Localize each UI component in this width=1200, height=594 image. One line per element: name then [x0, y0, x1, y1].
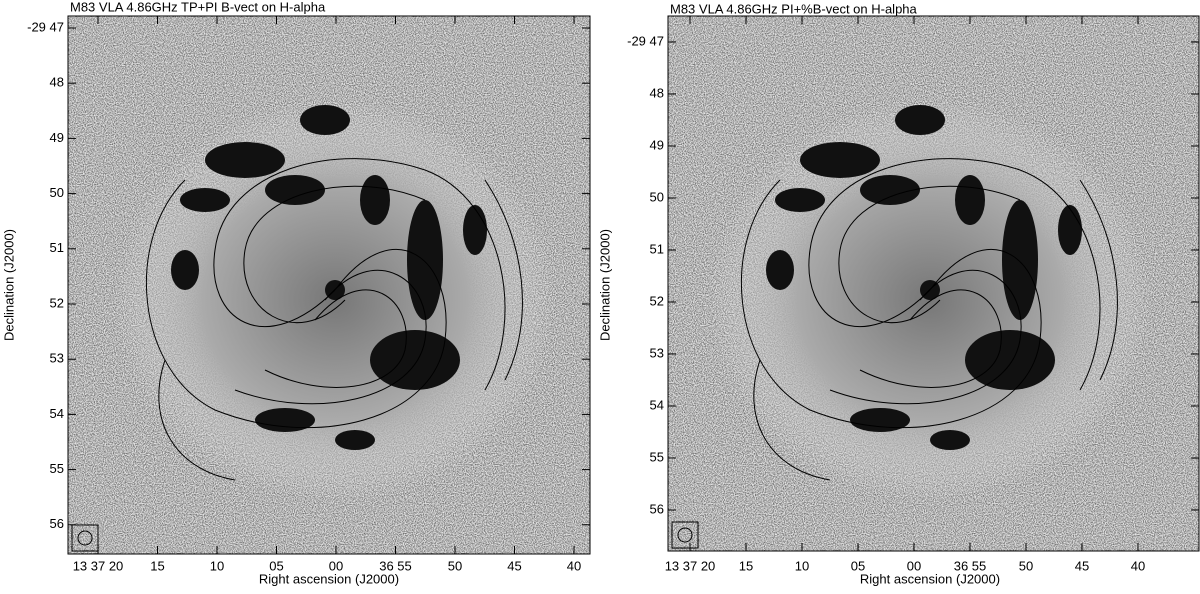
panel-title: M83 VLA 4.86GHz TP+PI B-vect on H-alpha [70, 0, 326, 14]
x-tick-label: 50 [448, 558, 462, 573]
axes-frame [667, 15, 1200, 552]
x-tick-label: 13 37 20 [73, 558, 124, 573]
y-tick-label: 49 [50, 130, 64, 145]
x-tick-label: 10 [210, 558, 224, 573]
x-tick-label: 36 55 [954, 558, 987, 573]
galaxy [114, 99, 556, 501]
x-tick-label: 10 [795, 558, 809, 573]
beam [677, 527, 693, 543]
y-tick-label: 52 [50, 295, 64, 310]
x-tick-label: 00 [329, 558, 343, 573]
y-tick-label: -29 47 [627, 33, 664, 48]
y-tick-label: 50 [650, 189, 664, 204]
y-tick-label: 53 [50, 351, 64, 366]
y-tick-label: -29 47 [27, 19, 64, 34]
x-tick-label: 15 [739, 558, 753, 573]
x-tick-label: 50 [1019, 558, 1033, 573]
panel: M83 VLA 4.86GHz TP+PI B-vect on H-alpha … [1, 0, 591, 586]
y-tick-label: 48 [50, 75, 64, 90]
y-tick-label: 48 [650, 85, 664, 100]
x-tick-label: 40 [1131, 558, 1145, 573]
y-tick-label: 56 [50, 516, 64, 531]
panel: M83 VLA 4.86GHz PI+%B-vect on H-alpha Ri… [597, 1, 1200, 586]
x-tick-label: 13 37 20 [665, 558, 716, 573]
y-tick-label: 56 [650, 501, 664, 516]
x-axis-label: Right ascension (J2000) [860, 571, 1000, 586]
x-tick-label: 05 [851, 558, 865, 573]
x-tick-label: 00 [907, 558, 921, 573]
y-tick-label: 52 [650, 293, 664, 308]
y-tick-label: 51 [650, 241, 664, 256]
y-tick-label: 50 [50, 185, 64, 200]
panel-title: M83 VLA 4.86GHz PI+%B-vect on H-alpha [670, 1, 918, 16]
axes-frame [67, 15, 591, 555]
beam [77, 530, 93, 546]
x-tick-label: 45 [1075, 558, 1089, 573]
y-tick-label: 49 [650, 137, 664, 152]
y-tick-label: 54 [50, 406, 64, 421]
x-tick-label: 05 [269, 558, 283, 573]
beam-box [671, 521, 699, 549]
y-tick-label: 54 [650, 397, 664, 412]
x-tick-label: 36 55 [379, 558, 412, 573]
y-tick-label: 53 [650, 345, 664, 360]
x-tick-label: 45 [507, 558, 521, 573]
y-axis-label: Declination (J2000) [1, 229, 16, 341]
y-tick-label: 55 [650, 449, 664, 464]
x-tick-label: 15 [150, 558, 164, 573]
galaxy [709, 99, 1151, 501]
y-tick-label: 55 [50, 461, 64, 476]
x-axis-label: Right ascension (J2000) [259, 571, 399, 586]
x-tick-label: 40 [567, 558, 581, 573]
y-axis-label: Declination (J2000) [597, 229, 612, 341]
y-tick-label: 51 [50, 240, 64, 255]
beam-box [71, 524, 99, 552]
